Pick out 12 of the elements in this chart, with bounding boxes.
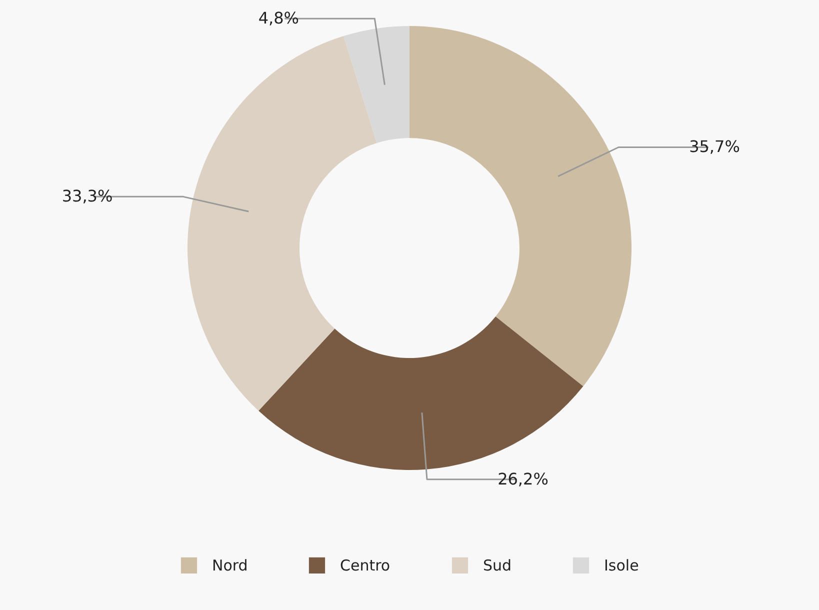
donut-slice xyxy=(188,36,377,411)
data-label: 4,8% xyxy=(258,8,299,28)
legend-label: Isole xyxy=(604,556,639,574)
data-label: 33,3% xyxy=(62,186,113,206)
legend-label: Centro xyxy=(340,556,390,574)
donut-slice xyxy=(258,316,584,470)
legend-label: Sud xyxy=(483,556,512,574)
legend-label: Nord xyxy=(212,556,248,574)
data-label: 35,7% xyxy=(689,137,740,156)
donut-slice xyxy=(410,26,632,386)
donut-slice xyxy=(344,26,410,143)
data-label: 26,2% xyxy=(498,469,548,488)
